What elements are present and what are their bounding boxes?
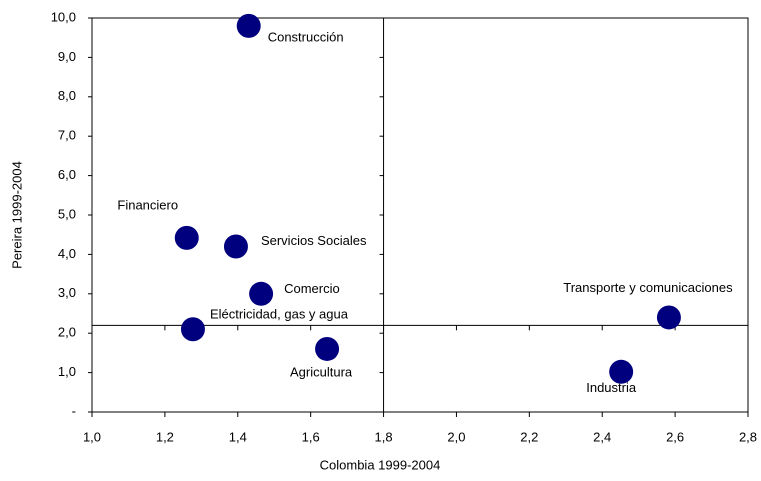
y-tick-label: 9,0	[58, 49, 76, 64]
point-label: Construcción	[268, 29, 344, 44]
point	[609, 359, 634, 384]
point	[174, 225, 199, 250]
x-tick-label: 2,8	[739, 429, 757, 444]
point-label: Servicios Sociales	[261, 233, 367, 248]
point	[315, 336, 340, 361]
point-label: Transporte y comunicaciones	[563, 280, 733, 295]
x-tick-label: 2,4	[593, 429, 611, 444]
x-tick-label: 1,8	[375, 429, 393, 444]
y-tick-label: 1,0	[58, 364, 76, 379]
point	[180, 317, 205, 342]
x-axis-label: Colombia 1999-2004	[320, 457, 441, 472]
x-tick-label: 1,6	[302, 429, 320, 444]
y-axis-label: Pereira 1999-2004	[9, 161, 24, 269]
y-tick-label: 8,0	[58, 88, 76, 103]
point	[249, 281, 274, 306]
x-tick-label: 1,4	[229, 429, 247, 444]
y-tick-label: 7,0	[58, 128, 76, 143]
y-tick-label: 6,0	[58, 167, 76, 182]
point-label: Industria	[586, 380, 637, 395]
x-tick-label: 1,2	[156, 429, 174, 444]
point	[223, 234, 248, 259]
y-tick-label: 3,0	[58, 285, 76, 300]
y-tick-label: 5,0	[58, 206, 76, 221]
y-tick-label: 4,0	[58, 246, 76, 261]
point-label: Agricultura	[290, 364, 353, 379]
y-tick-label: -	[72, 403, 76, 418]
y-tick-label: 2,0	[58, 325, 76, 340]
point	[236, 13, 261, 38]
x-tick-label: 2,0	[447, 429, 465, 444]
point-label: Eléctricidad, gas y agua	[210, 307, 349, 322]
x-tick-label: 1,0	[83, 429, 101, 444]
y-tick-label: 10,0	[51, 9, 76, 24]
point	[656, 305, 681, 330]
point-label: Financiero	[117, 197, 178, 212]
plot-area	[91, 17, 749, 413]
point-label: Comercio	[284, 281, 340, 296]
x-tick-label: 2,6	[666, 429, 684, 444]
x-tick-label: 2,2	[520, 429, 538, 444]
